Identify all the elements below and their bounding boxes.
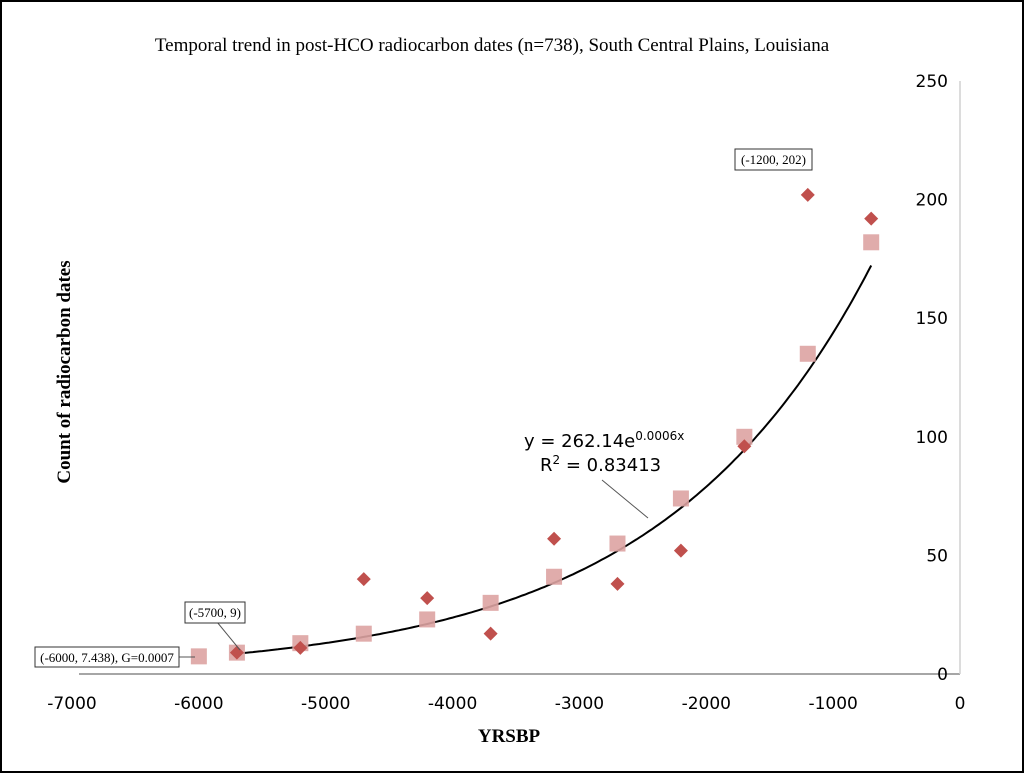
annotation-box [184, 601, 246, 624]
observed-diamond-marker [293, 640, 308, 655]
observed-diamond-marker [229, 645, 244, 660]
observed-diamond-marker [547, 531, 562, 546]
fitted-square-marker [482, 594, 499, 611]
observed-diamond-marker [737, 439, 752, 454]
observed-diamond-marker [420, 591, 435, 606]
fitted-square-marker [609, 535, 626, 552]
y-tick-label: 0 [937, 665, 948, 685]
fitted-square-marker [190, 648, 207, 665]
annotation-text: (-1200, 202) [741, 152, 806, 167]
y-tick-label: 250 [916, 72, 948, 92]
equation-exponent: 0.0006x [635, 429, 684, 443]
r2-value: = 0.83413 [560, 455, 661, 476]
equation-prefix: y = 262.14e [524, 431, 635, 452]
x-tick-label: -4000 [428, 694, 477, 714]
observed-diamond-marker [483, 626, 498, 641]
y-axis-label: Count of radiocarbon dates [54, 260, 75, 483]
r-squared-text: R2 = 0.83413 [540, 453, 661, 476]
r2-sup: 2 [553, 453, 561, 467]
x-tick-label: -6000 [174, 694, 223, 714]
y-tick-label: 100 [916, 428, 948, 448]
annotation-box [734, 148, 813, 171]
fitted-square-marker [672, 490, 689, 507]
trendline-equation: y = 262.14e0.0006x R2 = 0.83413 [524, 429, 684, 519]
annotation-5700: (-5700, 9) [184, 601, 246, 651]
annotation-1200: (-1200, 202) [734, 148, 813, 171]
x-tick-label: 0 [955, 694, 966, 714]
r2-label: R [540, 455, 553, 476]
fitted-square-marker [863, 234, 880, 251]
equation-text: y = 262.14e0.0006x [524, 429, 684, 452]
equation-leader-line [601, 479, 649, 519]
annotation-text: (-6000, 7.438), G=0.0007 [40, 650, 174, 665]
annotation-leader [216, 621, 241, 651]
y-tick-label: 50 [926, 546, 948, 566]
annotation-6000: (-6000, 7.438), G=0.0007 [34, 646, 195, 668]
y-tick-label: 150 [916, 309, 948, 329]
x-tick-label: -7000 [47, 694, 96, 714]
chart-title: Temporal trend in post-HCO radiocarbon d… [155, 35, 830, 56]
observed-diamond-marker [673, 543, 688, 558]
observed-diamond-marker [356, 572, 371, 587]
observed-diamond-marker [864, 211, 879, 226]
x-tick-label: -2000 [682, 694, 731, 714]
observed-diamond-marker [800, 187, 815, 202]
x-tick-label: -5000 [301, 694, 350, 714]
annotation-box [34, 646, 180, 668]
fitted-square-marker [736, 428, 753, 445]
x-tick-label: -1000 [808, 694, 857, 714]
annotation-text: (-5700, 9) [189, 605, 241, 620]
y-tick-label: 200 [916, 191, 948, 211]
fitted-square-marker [799, 345, 816, 362]
x-axis-label: YRSBP [478, 726, 541, 747]
x-tick-label: -3000 [555, 694, 604, 714]
fitted-square-marker [546, 568, 563, 585]
fitted-square-marker [355, 625, 372, 642]
observed-diamond-marker [610, 576, 625, 591]
fitted-square-marker [419, 611, 436, 628]
